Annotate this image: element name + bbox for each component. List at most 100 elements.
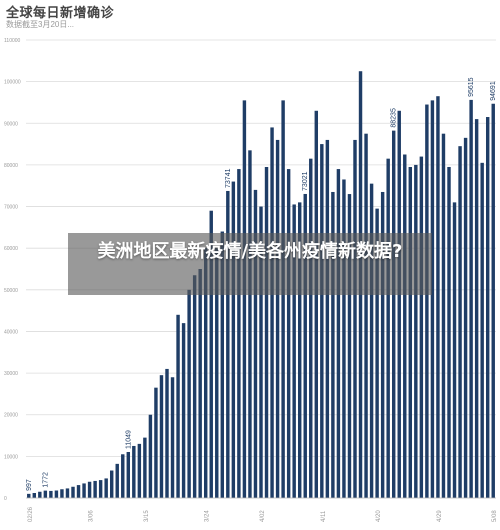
bar <box>87 481 92 498</box>
bar <box>408 166 413 498</box>
bar <box>137 443 142 498</box>
bar <box>303 193 307 498</box>
bar <box>154 387 158 498</box>
bar <box>109 470 114 498</box>
x-tick-label: 3/15 <box>144 510 150 522</box>
bar <box>469 99 473 498</box>
bar <box>209 210 213 498</box>
x-tick-label: 4/02 <box>260 510 266 522</box>
data-label: 11049 <box>125 430 132 449</box>
bar <box>309 158 313 498</box>
bar <box>485 117 490 498</box>
data-label: 73021 <box>302 171 309 191</box>
bar <box>242 100 247 498</box>
data-label: 88235 <box>391 108 398 128</box>
x-tick-label: 4/20 <box>376 510 382 522</box>
bar <box>259 206 263 498</box>
bar <box>380 191 385 499</box>
data-labels: 997 1772 11049 73741 73021 88235 95615 94691 <box>26 77 497 491</box>
chart-title: 全球每日新增确诊 <box>6 5 115 20</box>
bar <box>391 130 396 498</box>
bar <box>198 269 202 498</box>
bar <box>170 377 175 498</box>
bar <box>474 119 479 498</box>
bar <box>253 189 258 498</box>
bar <box>248 150 252 498</box>
chart-subtitle: 数据截至3月20日... <box>6 20 75 29</box>
bar <box>414 164 418 498</box>
bar <box>436 96 440 498</box>
bar <box>231 181 236 498</box>
bar <box>342 179 346 498</box>
data-label: 997 <box>26 479 33 491</box>
bar <box>441 133 446 498</box>
bar <box>27 493 31 498</box>
bar <box>165 368 169 498</box>
bar <box>76 485 81 498</box>
bar <box>43 490 48 498</box>
x-tick-label: 3/24 <box>205 510 211 522</box>
y-tick-label: 30000 <box>4 371 18 377</box>
bar <box>38 491 42 498</box>
bar <box>192 275 197 498</box>
bar <box>463 137 468 498</box>
bar <box>215 248 219 498</box>
y-tick-label: 0 <box>4 496 7 502</box>
bar <box>132 445 136 498</box>
bar <box>480 162 484 498</box>
x-tick-label: 02/26 <box>28 506 34 522</box>
bar <box>447 166 451 498</box>
bar <box>286 169 291 498</box>
bar <box>386 158 390 498</box>
y-axis-ticks: 0 10000 20000 30000 40000 50000 60000 70000 8000… <box>4 38 21 502</box>
bar <box>121 454 125 498</box>
bar <box>60 489 64 498</box>
bar <box>237 169 241 498</box>
bar <box>104 478 108 498</box>
bar <box>336 169 341 498</box>
bar <box>54 490 59 498</box>
y-tick-label: 100000 <box>4 80 21 86</box>
headline-text[interactable]: 美洲地区最新疫情/美各州疫情新数据? <box>97 241 403 262</box>
x-tick-label: 3/06 <box>89 510 95 522</box>
bar <box>325 139 330 498</box>
y-tick-label: 70000 <box>4 205 18 211</box>
bar <box>375 208 379 499</box>
bar <box>82 483 86 498</box>
bar <box>71 486 75 498</box>
bar <box>187 289 191 498</box>
y-tick-label: 10000 <box>4 454 18 460</box>
bar <box>65 488 70 498</box>
bar <box>353 139 357 498</box>
headline-overlay[interactable]: 美洲地区最新疫情/美各州疫情新数据? <box>68 233 432 295</box>
y-tick-label: 40000 <box>4 329 18 335</box>
x-tick-label: 4/29 <box>437 510 443 522</box>
bar <box>491 103 495 498</box>
bar <box>220 231 225 498</box>
y-tick-label: 90000 <box>4 121 18 127</box>
bar <box>93 480 97 498</box>
bar <box>297 202 302 498</box>
x-tick-label: 4/11 <box>321 510 327 522</box>
bars <box>27 71 495 499</box>
bar <box>226 190 230 498</box>
bar <box>281 100 285 498</box>
bar <box>270 127 274 498</box>
bar <box>320 144 324 498</box>
y-tick-label: 110000 <box>4 38 21 44</box>
x-axis-ticks: 02/26 3/06 3/15 3/24 4/02 4/11 4/20 4/29 5/08 <box>26 497 498 522</box>
bar <box>347 194 352 498</box>
bar <box>397 110 401 499</box>
bar <box>159 375 164 498</box>
bar <box>430 100 435 498</box>
bar <box>98 480 103 498</box>
bar <box>458 146 462 498</box>
bar <box>452 202 457 498</box>
bar <box>331 191 335 499</box>
bar <box>275 139 280 498</box>
y-tick-label: 80000 <box>4 163 18 169</box>
bar <box>203 248 208 498</box>
bar <box>115 463 119 498</box>
bar <box>364 133 368 498</box>
y-tick-label: 60000 <box>4 246 18 252</box>
